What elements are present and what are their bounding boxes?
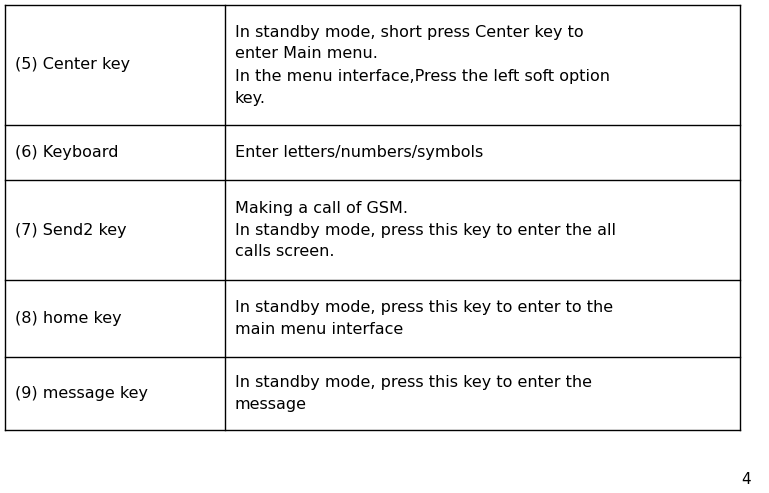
Text: (7) Send2 key: (7) Send2 key [15,222,127,238]
Text: In the menu interface,Press the left soft option: In the menu interface,Press the left sof… [235,69,610,83]
Text: 4: 4 [741,471,751,487]
Text: calls screen.: calls screen. [235,245,335,259]
Text: (5) Center key: (5) Center key [15,58,130,72]
Text: message: message [235,397,307,412]
Text: main menu interface: main menu interface [235,322,403,337]
Text: enter Main menu.: enter Main menu. [235,46,378,62]
Text: In standby mode, short press Center key to: In standby mode, short press Center key … [235,25,584,39]
Text: In standby mode, press this key to enter the: In standby mode, press this key to enter… [235,375,592,390]
Text: (9) message key: (9) message key [15,386,148,401]
Text: (6) Keyboard: (6) Keyboard [15,145,118,160]
Text: Enter letters/numbers/symbols: Enter letters/numbers/symbols [235,145,483,160]
Text: key.: key. [235,91,266,106]
Text: In standby mode, press this key to enter to the: In standby mode, press this key to enter… [235,300,613,315]
Text: In standby mode, press this key to enter the all: In standby mode, press this key to enter… [235,222,616,238]
Text: Making a call of GSM.: Making a call of GSM. [235,201,408,215]
Text: (8) home key: (8) home key [15,311,122,326]
